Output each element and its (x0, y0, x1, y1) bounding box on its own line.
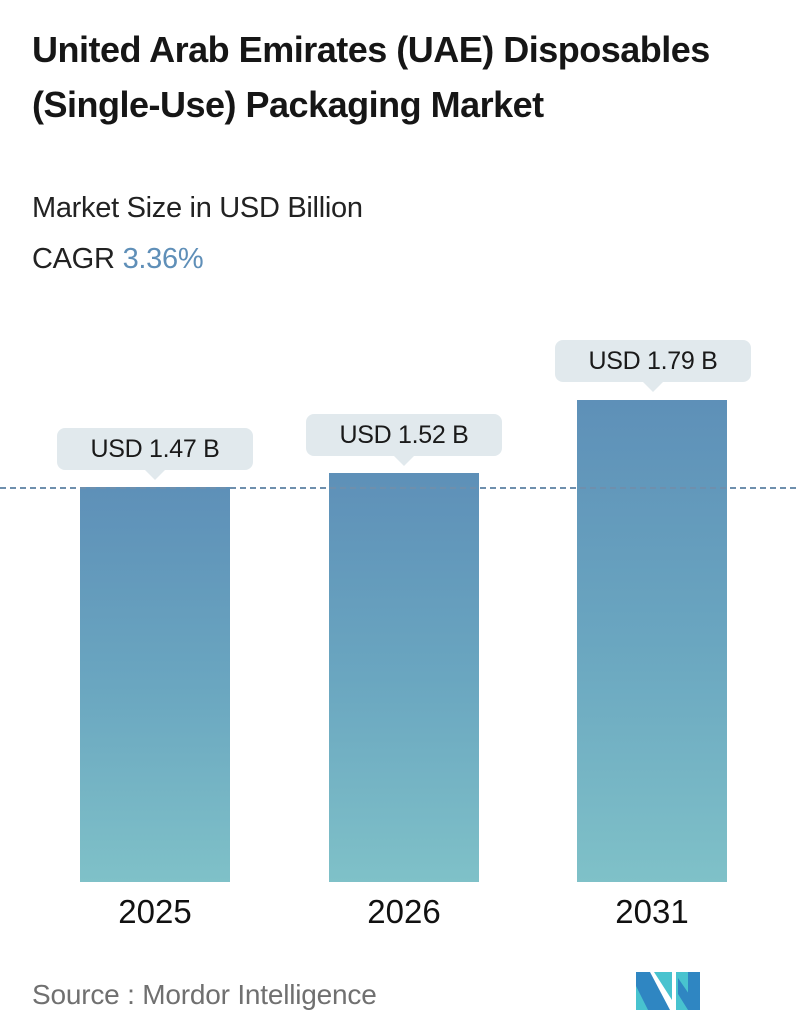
source-text: Source : Mordor Intelligence (32, 979, 377, 1010)
data-label-2026: USD 1.52 B (306, 414, 502, 466)
chart-subtitle: Market Size in USD Billion (32, 192, 363, 224)
cagr-text: CAGR 3.36% (32, 243, 204, 276)
x-tick-2025: 2025 (118, 893, 192, 930)
chart-title: United Arab Emirates (UAE) Disposables (… (32, 29, 710, 125)
x-tick-2031: 2031 (615, 893, 689, 930)
data-label-2025: USD 1.47 B (57, 428, 253, 480)
cagr-value: 3.36% (122, 243, 204, 275)
x-tick-2026: 2026 (367, 893, 441, 930)
cagr-label: CAGR (32, 243, 115, 275)
bar-2025 (80, 487, 230, 882)
bar-2031 (577, 400, 727, 882)
bar-2026 (329, 473, 479, 882)
mordor-intelligence-logo-icon (636, 972, 700, 1010)
data-label-2031: USD 1.79 B (555, 340, 751, 392)
reference-dashed-line (0, 487, 796, 489)
